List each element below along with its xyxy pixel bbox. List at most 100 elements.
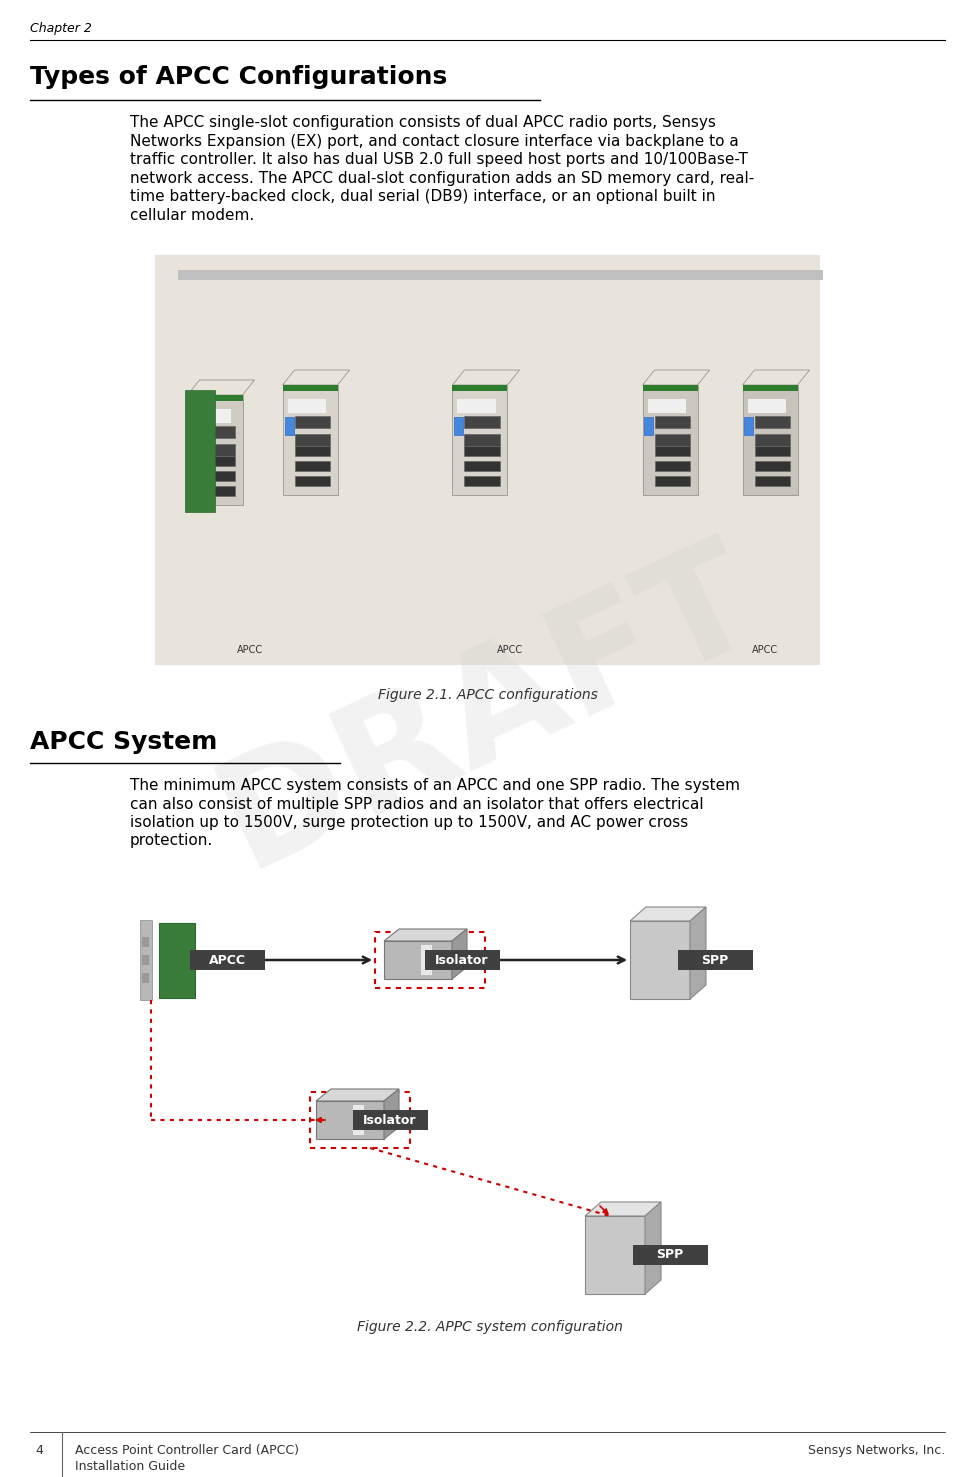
Bar [185,390,215,513]
Text: cellular modem.: cellular modem. [130,207,254,223]
Text: The APCC single-slot configuration consists of dual APCC radio ports, Sensys: The APCC single-slot configuration consi… [130,115,716,130]
Text: network access. The APCC dual-slot configuration adds an SD memory card, real-: network access. The APCC dual-slot confi… [130,170,755,186]
Bar [452,385,508,391]
Bar [285,417,293,434]
Bar [353,1105,364,1136]
Bar [454,417,463,434]
Bar [200,456,235,467]
Bar [424,950,499,970]
Polygon shape [743,371,809,385]
Bar [464,415,500,427]
Bar [654,476,690,486]
Bar [294,476,331,486]
Bar [142,936,149,947]
Bar [678,950,753,970]
Bar [200,471,235,482]
Bar [644,417,653,434]
Text: isolation up to 1500V, surge protection up to 1500V, and AC power cross: isolation up to 1500V, surge protection … [130,815,688,830]
Text: Installation Guide: Installation Guide [75,1459,185,1473]
Text: time battery-backed clock, dual serial (DB9) interface, or an optional built in: time battery-backed clock, dual serial (… [130,189,716,204]
Bar [189,950,264,970]
Polygon shape [384,1089,399,1139]
Text: APCC: APCC [497,645,523,654]
Bar [452,385,508,495]
Text: Types of APCC Configurations: Types of APCC Configurations [30,65,448,89]
Text: Access Point Controller Card (APCC): Access Point Controller Card (APCC) [75,1445,299,1456]
Bar [743,385,798,391]
Bar [192,409,231,422]
Bar [187,394,243,505]
Bar [283,385,337,495]
Bar [647,399,686,412]
Text: protection.: protection. [130,833,214,848]
Bar [189,427,199,445]
Bar [654,461,690,471]
Bar [654,415,690,427]
Bar [294,415,331,427]
Bar [288,399,326,412]
Text: SPP: SPP [701,954,728,966]
Polygon shape [452,929,467,979]
Bar [294,461,331,471]
Bar [142,973,149,984]
Bar [748,399,786,412]
Bar [743,385,798,495]
Bar [294,446,331,456]
Bar [464,476,500,486]
Bar [755,446,791,456]
Bar [200,443,235,455]
Bar [755,476,791,486]
Text: DRAFT: DRAFT [197,521,778,897]
Text: Isolator: Isolator [364,1114,416,1127]
Bar [464,446,500,456]
Polygon shape [645,1202,661,1294]
Bar [140,920,152,1000]
Bar [585,1216,645,1294]
Bar [464,461,500,471]
Text: Figure 2.2. APPC system configuration: Figure 2.2. APPC system configuration [357,1320,623,1334]
Text: 4: 4 [35,1445,43,1456]
Bar [384,941,452,979]
Bar [200,425,235,437]
Bar [643,385,697,391]
Bar [755,434,791,446]
Text: The minimum APCC system consists of an APCC and one SPP radio. The system: The minimum APCC system consists of an A… [130,778,740,793]
Bar [745,417,754,434]
Polygon shape [630,907,706,922]
Bar [633,1245,708,1264]
Text: APCC System: APCC System [30,730,217,753]
Text: APCC: APCC [237,645,263,654]
Text: SPP: SPP [656,1248,683,1261]
Polygon shape [643,371,710,385]
Polygon shape [316,1089,399,1100]
Polygon shape [452,371,520,385]
Polygon shape [384,929,467,941]
Bar [294,434,331,446]
Bar [755,461,791,471]
Bar [457,399,496,412]
Text: Figure 2.1. APCC configurations: Figure 2.1. APCC configurations [377,688,598,702]
Text: can also consist of multiple SPP radios and an isolator that offers electrical: can also consist of multiple SPP radios … [130,796,704,811]
Bar [421,945,432,975]
Text: Chapter 2: Chapter 2 [30,22,92,35]
Bar [178,270,823,281]
Text: traffic controller. It also has dual USB 2.0 full speed host ports and 10/100Bas: traffic controller. It also has dual USB… [130,152,748,167]
Polygon shape [283,371,349,385]
Bar [464,434,500,446]
Polygon shape [187,380,254,394]
Bar [755,415,791,427]
Text: APCC: APCC [209,954,246,966]
Bar [159,923,195,997]
Text: Networks Expansion (EX) port, and contact closure interface via backplane to a: Networks Expansion (EX) port, and contac… [130,133,739,149]
Bar [200,486,235,496]
Bar [310,1092,410,1148]
Polygon shape [690,907,706,998]
Bar [187,394,243,400]
Bar [375,932,485,988]
Bar [654,434,690,446]
Bar [155,256,820,665]
Text: Sensys Networks, Inc.: Sensys Networks, Inc. [807,1445,945,1456]
Text: Isolator: Isolator [435,954,488,966]
Bar [654,446,690,456]
Polygon shape [585,1202,661,1216]
